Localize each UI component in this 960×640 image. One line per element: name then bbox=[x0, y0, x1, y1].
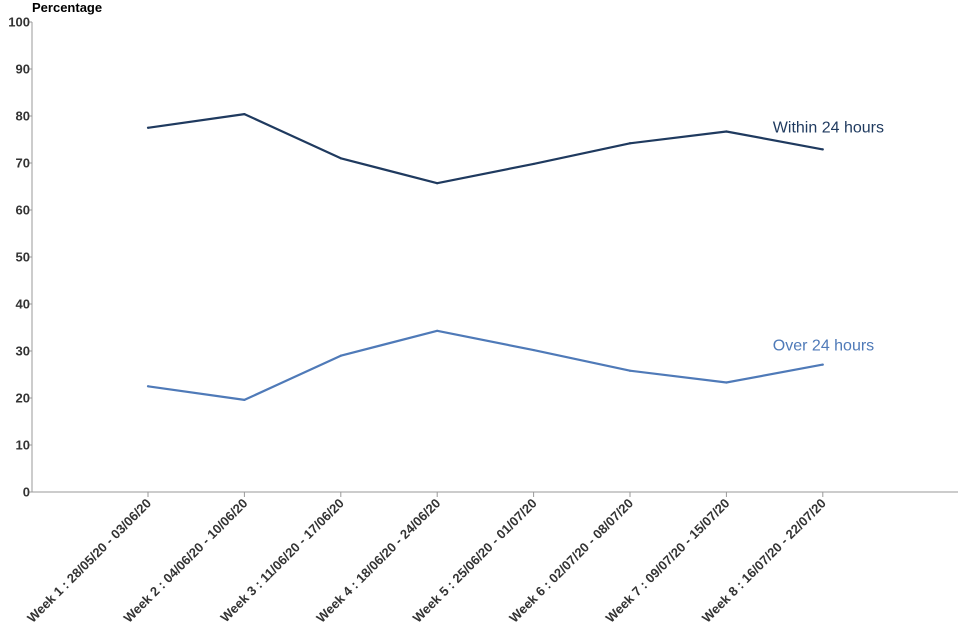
series-labels: Within 24 hours Over 24 hours bbox=[773, 119, 884, 354]
series-line-within-24-hours bbox=[147, 112, 824, 185]
y-tick-label: 80 bbox=[16, 109, 30, 124]
series-label: Over 24 hours bbox=[773, 338, 874, 355]
y-tick-label: 60 bbox=[16, 203, 30, 218]
y-tick-label: 40 bbox=[16, 297, 30, 312]
y-tick-label: 100 bbox=[8, 15, 30, 30]
data-point bbox=[725, 130, 728, 133]
series-line-over-24-hours bbox=[147, 329, 824, 401]
y-tick-label: 70 bbox=[16, 156, 30, 171]
data-point bbox=[821, 148, 824, 151]
data-point bbox=[243, 398, 246, 401]
y-tick-label: 0 bbox=[23, 485, 30, 500]
data-point bbox=[243, 113, 246, 116]
y-tick-label: 50 bbox=[16, 250, 30, 265]
data-point bbox=[532, 348, 535, 352]
series-lines bbox=[146, 112, 824, 401]
y-axis-title: Percentage bbox=[32, 0, 102, 15]
series-label: Within 24 hours bbox=[773, 119, 884, 136]
y-tick-label: 90 bbox=[16, 62, 30, 77]
y-tick-label: 30 bbox=[16, 344, 30, 359]
data-point bbox=[532, 162, 535, 166]
data-point bbox=[436, 329, 439, 332]
data-point bbox=[821, 363, 824, 366]
data-point bbox=[146, 385, 150, 388]
data-point bbox=[146, 126, 150, 129]
data-point bbox=[628, 142, 632, 145]
data-point bbox=[339, 157, 342, 160]
y-tick-label: 20 bbox=[16, 391, 30, 406]
y-axis-ticks: 0 10 20 30 40 50 60 70 80 90 100 bbox=[8, 15, 32, 500]
y-tick-label: 10 bbox=[16, 438, 30, 453]
data-point bbox=[725, 381, 728, 384]
data-point bbox=[628, 369, 632, 372]
data-point bbox=[339, 354, 342, 357]
data-point bbox=[436, 182, 439, 185]
